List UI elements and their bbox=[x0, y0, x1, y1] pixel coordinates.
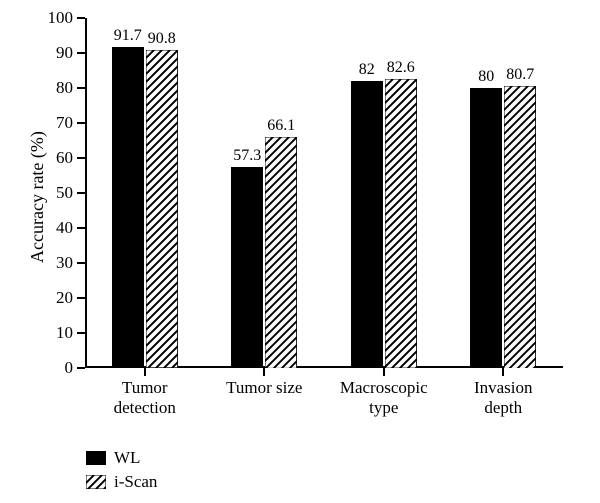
bar-wl bbox=[351, 81, 383, 368]
legend-label: i-Scan bbox=[114, 472, 157, 492]
legend-item: i-Scan bbox=[86, 472, 157, 492]
bar-i-scan bbox=[504, 86, 536, 368]
bar-value-label: 82.6 bbox=[387, 59, 415, 77]
bar-i-scan bbox=[265, 137, 297, 368]
bars-layer: 91.7 90.8 57.3 66.1 82 82.6 80 bbox=[0, 0, 600, 503]
bar-value-label: 82 bbox=[359, 61, 375, 79]
legend-item: WL bbox=[86, 448, 157, 468]
bar-wl bbox=[112, 47, 144, 368]
bar-wl bbox=[470, 88, 502, 368]
legend: WL i-Scan bbox=[86, 448, 157, 496]
accuracy-bar-chart: Accuracy rate (%) 0102030405060708090100… bbox=[0, 0, 600, 503]
bar-value-label: 91.7 bbox=[114, 27, 142, 45]
bar-i-scan bbox=[146, 50, 178, 368]
bar-value-label: 66.1 bbox=[267, 117, 295, 135]
legend-label: WL bbox=[114, 448, 140, 468]
bar-wl bbox=[231, 167, 263, 368]
bar-value-label: 80 bbox=[478, 68, 494, 86]
bar-value-label: 80.7 bbox=[506, 66, 534, 84]
legend-swatch bbox=[86, 451, 106, 465]
bar-value-label: 90.8 bbox=[148, 30, 176, 48]
bar-value-label: 57.3 bbox=[233, 147, 261, 165]
legend-swatch bbox=[86, 475, 106, 489]
bar-i-scan bbox=[385, 79, 417, 368]
